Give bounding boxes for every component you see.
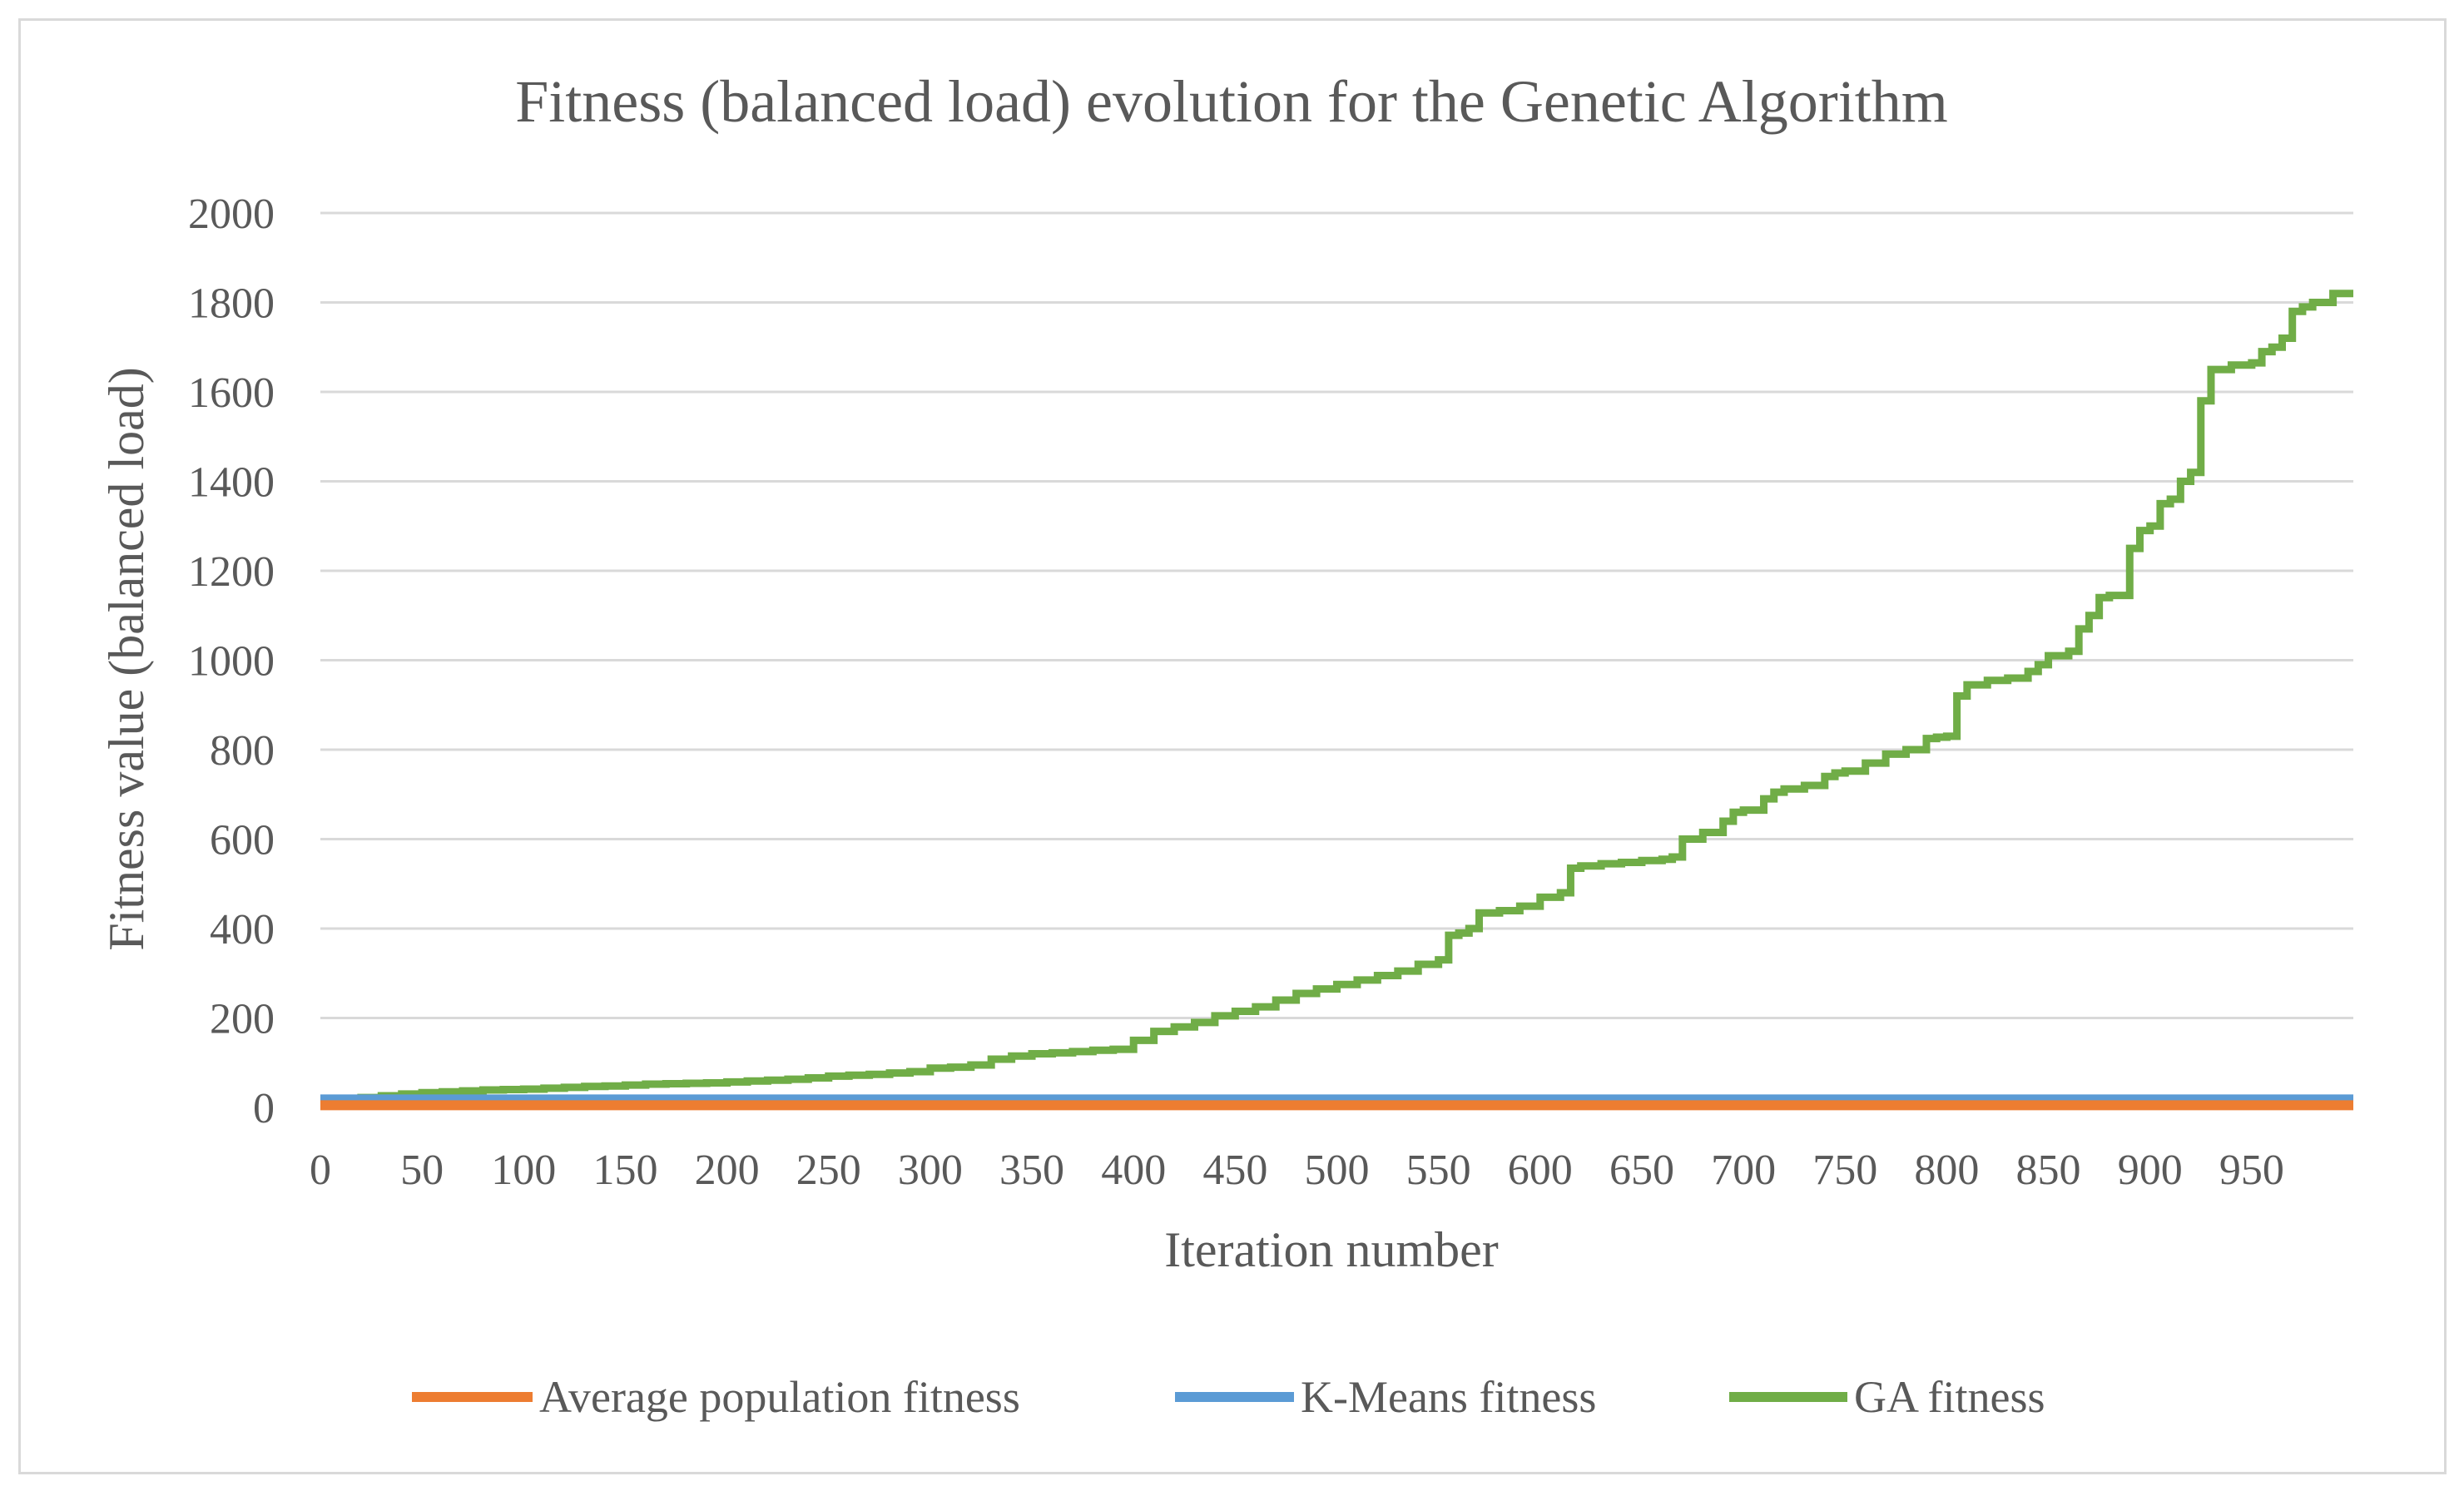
y-tick-label: 1200: [188, 548, 275, 596]
legend: Average population fitness K-Means fitnes…: [412, 1372, 2045, 1422]
x-tick-label: 500: [1305, 1147, 1370, 1194]
y-tick-label: 1000: [188, 638, 275, 686]
x-tick-label: 50: [400, 1147, 444, 1194]
x-tick-label: 800: [1914, 1147, 1979, 1194]
chart-title: Fitness (balanced load) evolution for th…: [515, 68, 1948, 135]
y-axis-title: Fitness value (balanced load): [99, 367, 154, 950]
x-tick-label: 600: [1508, 1147, 1573, 1194]
y-tick-label: 400: [210, 906, 275, 954]
y-tick-label: 2000: [188, 191, 275, 238]
y-tick-label: 1800: [188, 280, 275, 328]
x-tick-label: 100: [491, 1147, 556, 1194]
x-tick-label: 950: [2219, 1147, 2284, 1194]
x-tick-label: 400: [1101, 1147, 1166, 1194]
y-tick-label: 1600: [188, 369, 275, 417]
x-tick-label: 450: [1202, 1147, 1267, 1194]
legend-label: GA fitness: [1854, 1372, 2045, 1422]
x-tick-label: 650: [1609, 1147, 1674, 1194]
y-tick-label: 200: [210, 996, 275, 1043]
x-tick-label: 700: [1711, 1147, 1776, 1194]
y-tick-label: 600: [210, 817, 275, 864]
legend-label: K-Means fitness: [1301, 1372, 1596, 1422]
x-tick-labels: 0 50 100 150 200 250 300 350 400 450 500 550 600 650 7…: [310, 1147, 2284, 1194]
chart-frame: [18, 18, 2447, 1474]
x-tick-label: 0: [310, 1147, 331, 1194]
series-line-ga-fitness: [320, 290, 2353, 1105]
y-tick-labels: 0 200 400 600 800 1000 1200 1400 1600 1800 2000: [188, 191, 275, 1132]
x-tick-label: 250: [796, 1147, 861, 1194]
y-tick-label: 0: [253, 1085, 275, 1132]
x-tick-label: 200: [695, 1147, 760, 1194]
legend-label: Average population fitness: [539, 1372, 1020, 1422]
x-tick-label: 750: [1812, 1147, 1877, 1194]
x-axis-title: Iteration number: [1164, 1222, 1499, 1277]
x-tick-label: 150: [592, 1147, 657, 1194]
x-tick-label: 900: [2118, 1147, 2183, 1194]
x-tick-label: 550: [1406, 1147, 1471, 1194]
x-tick-label: 350: [999, 1147, 1064, 1194]
y-tick-label: 800: [210, 727, 275, 775]
x-tick-label: 850: [2016, 1147, 2081, 1194]
y-tick-label: 1400: [188, 459, 275, 507]
x-tick-label: 300: [898, 1147, 963, 1194]
series-lines: [320, 290, 2353, 1111]
